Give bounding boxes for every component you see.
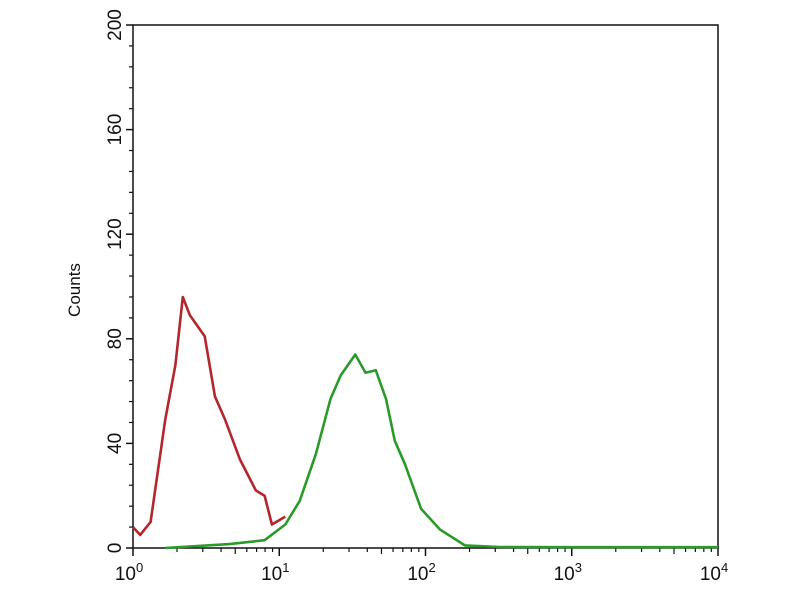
y-tick-label: 40 [105,433,126,454]
series-line-0 [132,295,286,537]
x-tick-label: 103 [554,560,582,585]
x-tick-label: 101 [261,560,289,585]
y-tick-label: 0 [105,543,126,554]
x-tick-label: 102 [407,560,435,585]
y-tick-label: 80 [105,328,126,349]
y-tick-label: 120 [105,218,126,250]
y-tick-label: 200 [105,9,126,41]
y-tick-label: 160 [105,114,126,146]
x-tick-label: 104 [700,560,728,585]
series-line-1 [165,353,718,550]
plot-frame [132,24,719,549]
y-axis-title: Counts [65,263,84,317]
x-tick-label: 100 [115,560,143,585]
